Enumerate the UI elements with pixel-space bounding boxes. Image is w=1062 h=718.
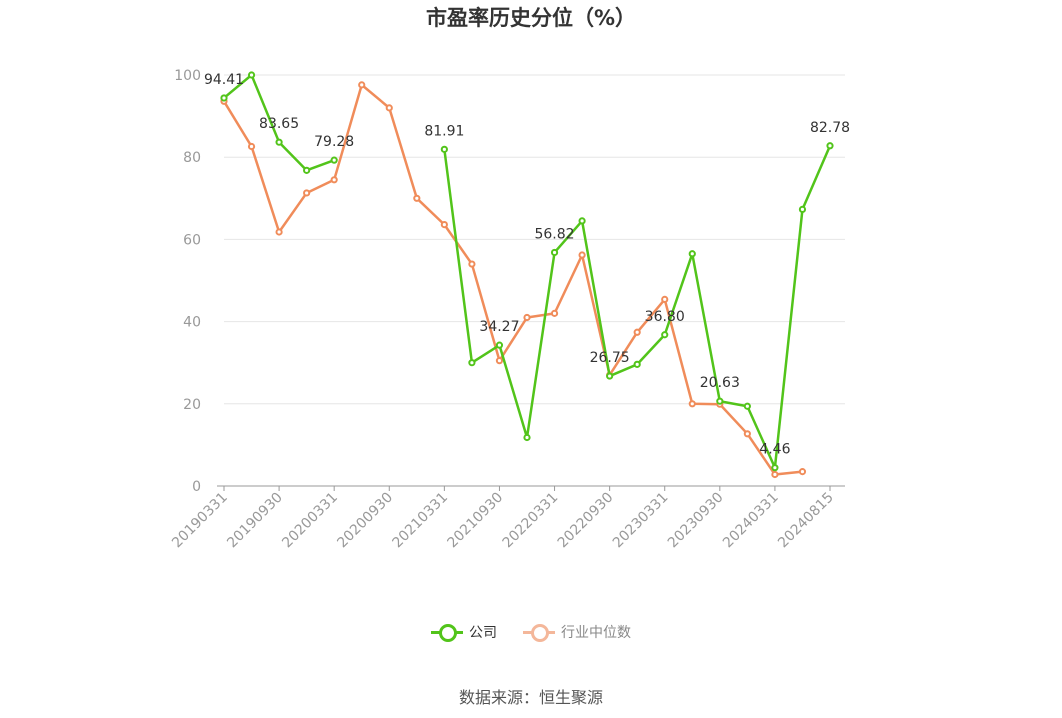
data-point-company	[330, 156, 338, 164]
data-point-company	[220, 94, 228, 102]
data-point-industry	[688, 400, 696, 408]
x-tick-label: 20240331	[720, 490, 782, 552]
data-point-company	[606, 372, 614, 380]
data-point-company	[523, 433, 531, 442]
data-label: 4.46	[759, 442, 790, 458]
data-label: 36.80	[645, 309, 685, 325]
data-label: 34.27	[479, 319, 519, 335]
data-point-company	[275, 138, 283, 146]
data-label: 56.82	[534, 226, 574, 242]
legend-label-industry: 行业中位数	[561, 625, 631, 641]
data-point-company	[661, 331, 669, 339]
data-point-company	[633, 360, 641, 368]
data-point-company	[303, 166, 311, 174]
x-tick-label: 20190331	[169, 490, 231, 552]
series-line-industry	[222, 83, 803, 476]
data-point-company	[798, 205, 807, 213]
data-point-industry	[303, 189, 311, 197]
data-point-industry	[523, 313, 531, 322]
y-tick-label: 40	[183, 315, 201, 331]
data-point-industry	[440, 221, 448, 229]
x-tick-label: 20190930	[224, 490, 286, 552]
data-point-company	[440, 145, 448, 153]
data-point-industry	[771, 470, 779, 479]
data-point-industry	[633, 328, 641, 336]
data-point-company	[578, 217, 586, 225]
x-tick-label: 20200331	[279, 490, 341, 552]
x-tick-label: 20210930	[445, 490, 507, 552]
x-tick-label: 20220930	[555, 490, 617, 552]
data-point-industry	[495, 357, 504, 365]
data-label: 82.78	[810, 120, 850, 136]
data-source: 数据来源：恒生聚源	[458, 688, 603, 707]
legend-item-industry[interactable]: 行业中位数	[523, 622, 631, 642]
data-point-company	[716, 397, 724, 405]
x-tick-label: 20200930	[334, 490, 396, 552]
x-tick-label: 20210331	[389, 490, 451, 552]
legend-swatch-company	[431, 622, 463, 642]
x-tick-label: 20220331	[500, 490, 562, 552]
data-point-industry	[358, 81, 366, 89]
data-point-industry	[247, 142, 256, 151]
y-tick-label: 0	[192, 479, 201, 495]
data-point-company	[247, 71, 256, 79]
legend-swatch-industry	[523, 622, 555, 642]
data-point-company	[688, 250, 696, 258]
data-point-company	[495, 341, 504, 349]
data-label: 81.91	[424, 123, 464, 139]
data-label: 94.41	[204, 72, 244, 88]
data-label: 83.65	[259, 116, 299, 132]
data-point-industry	[385, 104, 393, 112]
data-point-industry	[468, 260, 476, 268]
data-point-company	[826, 142, 834, 150]
data-point-company	[550, 248, 559, 257]
legend-item-company[interactable]: 公司	[431, 622, 497, 642]
x-tick-label: 20230930	[665, 490, 727, 552]
y-tick-label: 100	[174, 68, 201, 84]
data-point-industry	[275, 228, 283, 236]
data-point-industry	[661, 295, 669, 304]
data-point-company	[743, 402, 751, 410]
data-label: 79.28	[314, 134, 354, 150]
axes: 0 20 40 60 80 100 2019033120190930202003312020…	[169, 68, 845, 551]
legend: 公司 行业中位数	[0, 622, 1062, 642]
data-label: 26.75	[590, 350, 630, 366]
grid-lines	[224, 74, 845, 405]
chart-title: 市盈率历史分位（%）	[425, 6, 637, 30]
data-point-company	[771, 464, 779, 472]
legend-label-company: 公司	[469, 625, 497, 641]
x-tick-label: 20240815	[775, 490, 837, 552]
data-labels: 94.41 83.65 79.28 81.91 34.27 56.82 26.75 36.80…	[204, 72, 850, 458]
data-point-industry	[413, 194, 421, 202]
series-line-company	[443, 145, 832, 469]
x-tick-label: 20230331	[610, 490, 672, 552]
data-point-industry	[798, 468, 807, 476]
data-point-industry	[743, 430, 751, 438]
data-point-industry	[330, 176, 338, 184]
y-tick-label: 20	[183, 397, 201, 413]
data-point-industry	[578, 251, 586, 259]
y-tick-label: 60	[183, 232, 201, 248]
y-tick-label: 80	[183, 150, 201, 166]
data-point-company	[468, 359, 476, 367]
series-layer	[220, 71, 834, 479]
data-label: 20.63	[700, 375, 740, 391]
data-point-industry	[550, 309, 559, 317]
